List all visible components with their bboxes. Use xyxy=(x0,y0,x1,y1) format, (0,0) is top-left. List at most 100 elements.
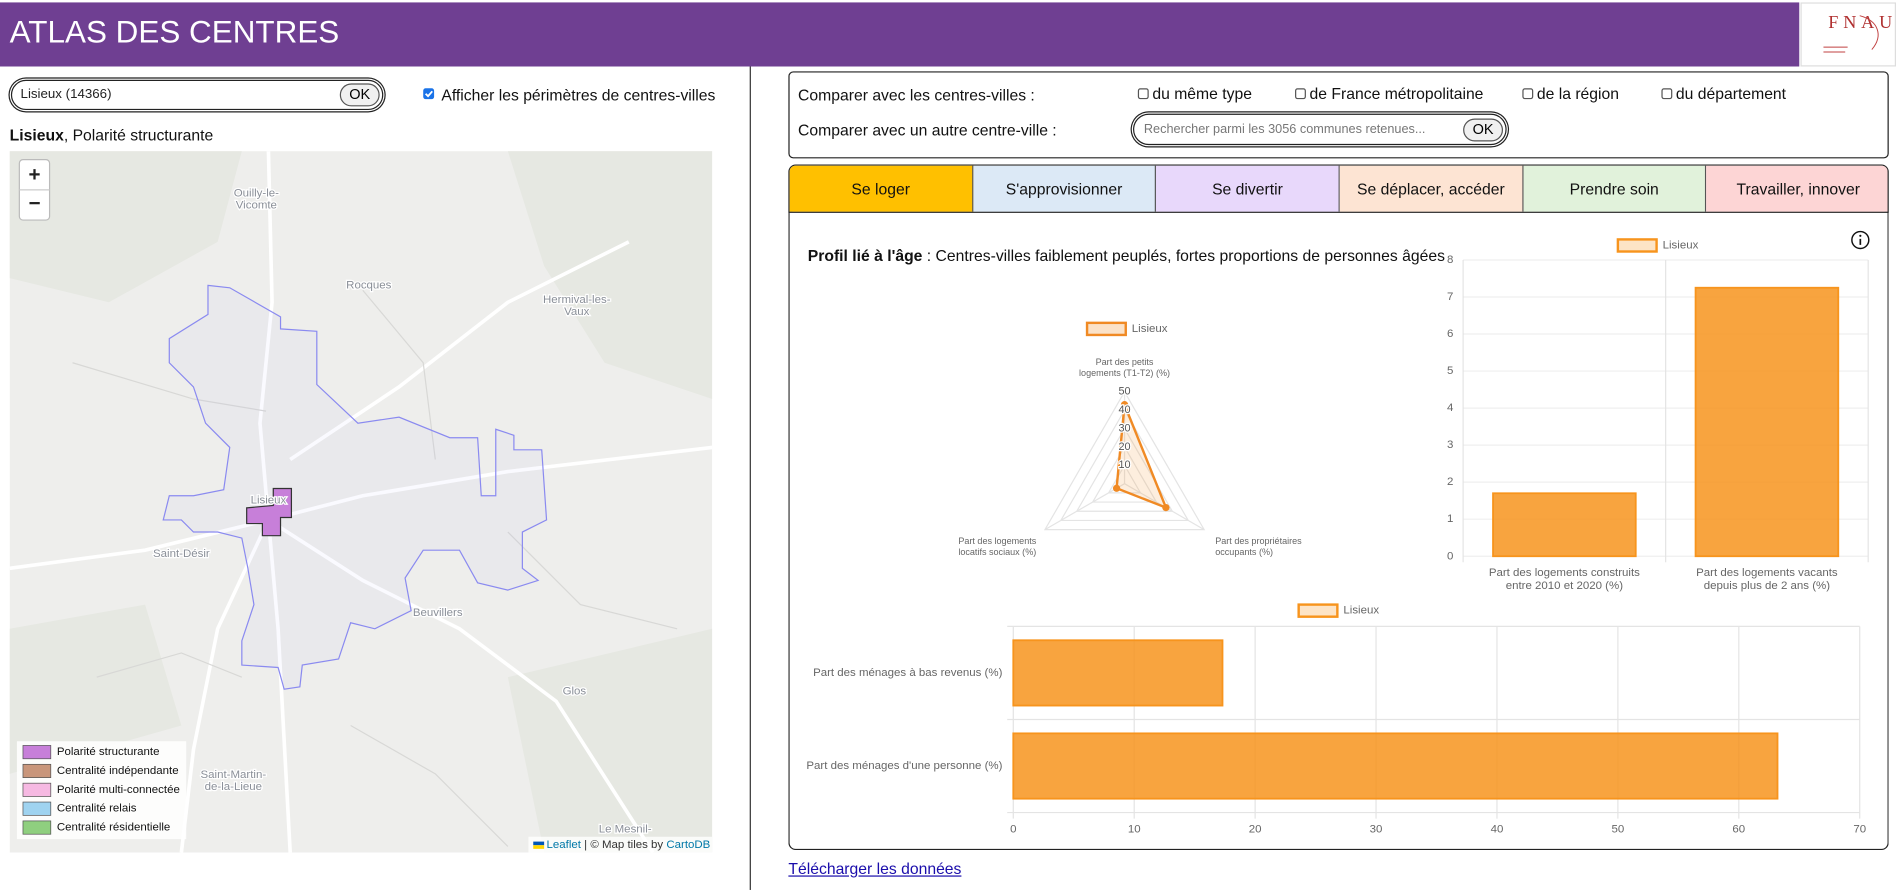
legend-swatch xyxy=(22,782,52,797)
download-link[interactable]: Télécharger les données xyxy=(788,859,962,878)
cartodb-link[interactable]: CartoDB xyxy=(666,839,710,851)
map[interactable]: Ouilly-le-Vicomte Rocques Hermival-les-Vau… xyxy=(9,151,713,853)
search-button[interactable]: OK xyxy=(339,83,380,107)
radar-point xyxy=(1120,401,1129,409)
info-icon[interactable] xyxy=(1850,230,1871,251)
x-tick-label: depuis plus de 2 ans (%) xyxy=(1704,580,1830,592)
profile-label: Profil lié à l'âge xyxy=(807,246,923,265)
legend-swatch xyxy=(1085,321,1127,337)
bar xyxy=(1012,639,1224,707)
logo: FNAU xyxy=(1800,2,1896,67)
compare-option: du même type xyxy=(1152,84,1252,103)
tab[interactable]: Se déplacer, accéder xyxy=(1339,165,1524,212)
legend-label: Polarité structurante xyxy=(57,746,160,758)
zoom-in[interactable]: + xyxy=(28,163,40,186)
divider xyxy=(749,66,751,890)
compare-button[interactable]: OK xyxy=(1463,118,1504,142)
legend-label: Lisieux xyxy=(1343,605,1379,617)
x-tick-label: entre 2010 et 2020 (%) xyxy=(1506,580,1623,592)
radar-category: logements (T1-T2) (%) xyxy=(1079,368,1170,378)
x-tick-label: 70 xyxy=(1853,824,1866,836)
radar-area xyxy=(1115,404,1169,510)
x-tick-label: 10 xyxy=(1128,824,1141,836)
radar-category: Part des propriétaires xyxy=(1215,536,1302,546)
y-tick-label: 6 xyxy=(1447,328,1453,340)
compare-checkbox[interactable] xyxy=(1522,88,1534,100)
place-label: Ouilly-le- xyxy=(234,188,279,200)
selection-name: Lisieux xyxy=(9,125,64,144)
radar-category: Part des logements xyxy=(958,536,1036,546)
centre-polygon[interactable] xyxy=(246,487,293,537)
tab[interactable]: Se divertir xyxy=(1156,165,1340,212)
place-label: de-la-Lieue xyxy=(205,781,262,793)
tab[interactable]: S'approvisionner xyxy=(972,165,1157,212)
x-tick-label: 60 xyxy=(1732,824,1745,836)
tab[interactable]: Prendre soin xyxy=(1523,165,1707,212)
compare-checkbox[interactable] xyxy=(1661,88,1673,100)
compare-placeholder: Rechercher parmi les 3056 communes reten… xyxy=(1143,122,1426,137)
x-tick-label: Part des logements construits xyxy=(1489,567,1640,579)
leaflet-link[interactable]: Leaflet xyxy=(547,839,582,851)
y-tick-label: 1 xyxy=(1447,513,1453,525)
perimeter-outline xyxy=(162,284,548,690)
compare-option: de France métropolitaine xyxy=(1309,84,1484,103)
legend-label: Lisieux xyxy=(1663,239,1699,251)
bar xyxy=(1012,732,1779,800)
y-tick-label: Part des ménages d'une personne (%) xyxy=(806,760,1002,772)
place-label: Lisieux xyxy=(251,495,287,507)
header-bar xyxy=(0,2,1800,67)
legend-swatch xyxy=(22,801,52,816)
radar-axis xyxy=(1044,483,1125,531)
y-tick-label: Part des ménages à bas revenus (%) xyxy=(813,667,1003,679)
legend-swatch xyxy=(22,745,52,760)
compare-checkbox[interactable] xyxy=(1295,88,1306,100)
zoom-out[interactable]: − xyxy=(28,192,40,215)
x-tick-label: 30 xyxy=(1370,824,1383,836)
app-title: ATLAS DES CENTRES xyxy=(9,13,340,50)
radar-tick-label: 10 xyxy=(1118,459,1130,471)
legend-label: Centralité indépendante xyxy=(57,765,179,777)
compare-search[interactable]: Rechercher parmi les 3056 communes reten… xyxy=(1133,113,1507,146)
place-label: Rocques xyxy=(346,279,392,291)
search-box[interactable]: Lisieux (14366) OK xyxy=(10,79,384,111)
map-legend: Polarité structurante Centralité indépend… xyxy=(22,745,180,835)
profile-text: : Centres-villes faiblement peuplés, for… xyxy=(922,246,1445,265)
radar-category: locatifs sociaux (%) xyxy=(958,547,1036,557)
map-minor-roads xyxy=(72,289,678,847)
legend-label: Centralité relais xyxy=(57,803,137,815)
radar-grid xyxy=(1043,390,1206,531)
y-tick-label: 4 xyxy=(1447,402,1454,414)
perimeter-checkbox[interactable] xyxy=(423,88,435,100)
radar-tick-label: 30 xyxy=(1118,422,1130,434)
place-labels: Ouilly-le-Vicomte Rocques Hermival-les-Vau… xyxy=(152,186,653,836)
radar-tick-label: 20 xyxy=(1118,441,1130,453)
place-label: Glos xyxy=(563,686,587,698)
legend-swatch xyxy=(1616,238,1658,253)
radar-grid xyxy=(1091,445,1158,503)
y-tick-label: 5 xyxy=(1447,365,1453,377)
legend-label: Lisieux xyxy=(1132,323,1168,335)
x-tick-label: 20 xyxy=(1249,824,1262,836)
compare-checkbox[interactable] xyxy=(1137,88,1149,100)
x-tick-label: 0 xyxy=(1010,824,1016,836)
flag-bottom xyxy=(533,845,545,849)
logo-art xyxy=(1823,15,1879,53)
tabs: Se loger S'approvisionner Se divertir Se dé… xyxy=(788,164,1889,213)
tab[interactable]: Se loger xyxy=(789,165,973,212)
profile: Profil lié à l'âge : Centres-villes faib… xyxy=(808,247,1445,265)
legend-label: Polarité multi-connectée xyxy=(57,784,180,796)
radar-grid xyxy=(1075,427,1174,512)
radar-category: occupants (%) xyxy=(1215,547,1273,557)
place-label: Saint-Désir xyxy=(153,548,210,560)
radar-tick-label: 40 xyxy=(1118,404,1130,416)
tab[interactable]: Travailler, innover xyxy=(1706,165,1888,212)
legend-swatch xyxy=(1297,603,1339,618)
legend-swatch xyxy=(22,763,52,778)
place-label: Beuvillers xyxy=(413,607,463,619)
x-tick-label: 50 xyxy=(1612,824,1625,836)
search-value: Lisieux (14366) xyxy=(20,87,112,102)
attribution: Leaflet | © Map tiles by CartoDB xyxy=(547,839,711,851)
attribution-text: | © Map tiles by xyxy=(581,839,666,851)
